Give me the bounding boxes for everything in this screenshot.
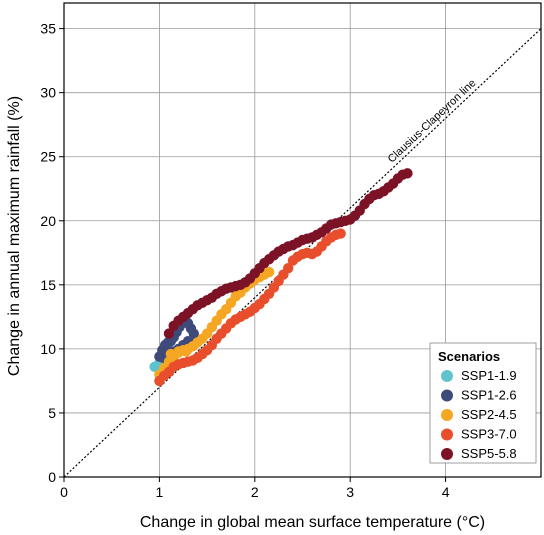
legend-label-ssp3-7-0: SSP3-7.0	[461, 427, 517, 442]
y-axis-label: Change in annual maximum rainfall (%)	[6, 96, 23, 376]
legend-marker-ssp5-5-8	[441, 448, 453, 460]
legend-label-ssp1-2-6: SSP1-2.6	[461, 388, 517, 403]
grid-lines	[64, 3, 541, 477]
axis-ticks: 0 1 2 3 4 0 5 10 15 20 25 30 35	[40, 21, 449, 500]
legend: Scenarios SSP1-1.9 SSP1-2.6 SSP2-4.5 SSP3-7…	[429, 342, 537, 464]
legend-marker-ssp1-2-6	[441, 389, 453, 402]
x-tick-label-2: 2	[251, 484, 259, 500]
scatter-points	[149, 168, 413, 387]
y-tick-label-6: 30	[40, 85, 56, 101]
legend-label-ssp5-5-8: SSP5-5.8	[461, 446, 517, 461]
y-tick-label-0: 0	[48, 469, 56, 485]
y-tick-label-1: 5	[48, 405, 56, 421]
point-ssp5-5-8-0	[163, 328, 175, 339]
legend-title: Scenarios	[438, 349, 500, 364]
legend-marker-ssp3-7-0	[441, 428, 453, 441]
legend-marker-ssp2-4-5	[441, 409, 453, 421]
point-ssp2-4-5-23	[263, 266, 275, 278]
y-tick-label-7: 35	[40, 21, 56, 37]
x-axis-label: Change in global mean surface temperatur…	[140, 514, 485, 531]
point-ssp5-5-8-50	[402, 168, 413, 179]
y-tick-label-5: 25	[40, 149, 56, 165]
point-ssp2-4-5-26	[180, 346, 192, 357]
clausius-clapeyron-line	[63, 28, 542, 478]
legend-box	[429, 342, 537, 464]
plot-frame	[63, 2, 542, 478]
legend-marker-ssp1-1-9	[441, 370, 453, 382]
x-tick-label-4: 4	[442, 484, 450, 500]
legend-label-ssp2-4-5: SSP2-4.5	[461, 407, 517, 422]
x-tick-label-0: 0	[60, 484, 68, 500]
point-ssp3-7-0-38	[335, 228, 346, 239]
y-tick-label-3: 15	[40, 277, 56, 293]
x-tick-label-3: 3	[346, 484, 354, 500]
x-tick-label-1: 1	[156, 484, 164, 500]
legend-label-ssp1-1-9: SSP1-1.9	[461, 368, 517, 383]
point-ssp3-7-0-27	[282, 262, 294, 274]
y-tick-label-4: 20	[40, 213, 56, 229]
clausius-clapeyron-label: Clausius-Clapeyron line	[386, 77, 479, 165]
point-ssp2-4-5-25	[173, 346, 184, 357]
y-tick-label-2: 10	[40, 341, 56, 357]
